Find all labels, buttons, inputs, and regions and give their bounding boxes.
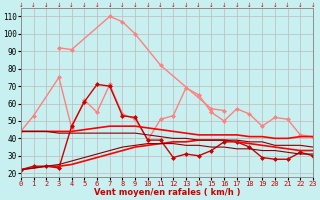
X-axis label: Vent moyen/en rafales ( km/h ): Vent moyen/en rafales ( km/h ) [94, 188, 240, 197]
